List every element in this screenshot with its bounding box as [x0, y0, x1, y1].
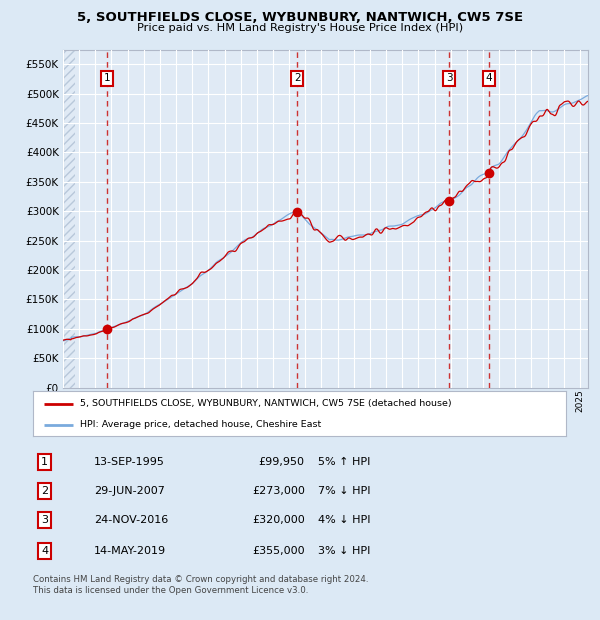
Text: This data is licensed under the Open Government Licence v3.0.: This data is licensed under the Open Gov… — [33, 586, 308, 595]
Text: £355,000: £355,000 — [252, 546, 305, 556]
Text: 1: 1 — [103, 73, 110, 83]
Text: £99,950: £99,950 — [259, 457, 305, 467]
Text: 2: 2 — [294, 73, 301, 83]
Text: 14-MAY-2019: 14-MAY-2019 — [94, 546, 166, 556]
Text: 7% ↓ HPI: 7% ↓ HPI — [318, 486, 371, 496]
Text: £320,000: £320,000 — [252, 515, 305, 525]
Text: 4: 4 — [41, 546, 48, 556]
Text: 3: 3 — [41, 515, 48, 525]
Text: 3% ↓ HPI: 3% ↓ HPI — [318, 546, 370, 556]
Text: 5% ↑ HPI: 5% ↑ HPI — [318, 457, 370, 467]
Text: 5, SOUTHFIELDS CLOSE, WYBUNBURY, NANTWICH, CW5 7SE: 5, SOUTHFIELDS CLOSE, WYBUNBURY, NANTWIC… — [77, 11, 523, 24]
Text: 4% ↓ HPI: 4% ↓ HPI — [318, 515, 371, 525]
Text: 29-JUN-2007: 29-JUN-2007 — [94, 486, 165, 496]
Text: 2: 2 — [41, 486, 48, 496]
Text: 1: 1 — [41, 457, 48, 467]
Text: 4: 4 — [485, 73, 492, 83]
Text: Contains HM Land Registry data © Crown copyright and database right 2024.: Contains HM Land Registry data © Crown c… — [33, 575, 368, 585]
Text: 5, SOUTHFIELDS CLOSE, WYBUNBURY, NANTWICH, CW5 7SE (detached house): 5, SOUTHFIELDS CLOSE, WYBUNBURY, NANTWIC… — [80, 399, 452, 408]
Text: 24-NOV-2016: 24-NOV-2016 — [94, 515, 169, 525]
Text: Price paid vs. HM Land Registry's House Price Index (HPI): Price paid vs. HM Land Registry's House … — [137, 23, 463, 33]
Text: £273,000: £273,000 — [252, 486, 305, 496]
Text: 3: 3 — [446, 73, 452, 83]
Text: 13-SEP-1995: 13-SEP-1995 — [94, 457, 165, 467]
Text: HPI: Average price, detached house, Cheshire East: HPI: Average price, detached house, Ches… — [80, 420, 321, 429]
